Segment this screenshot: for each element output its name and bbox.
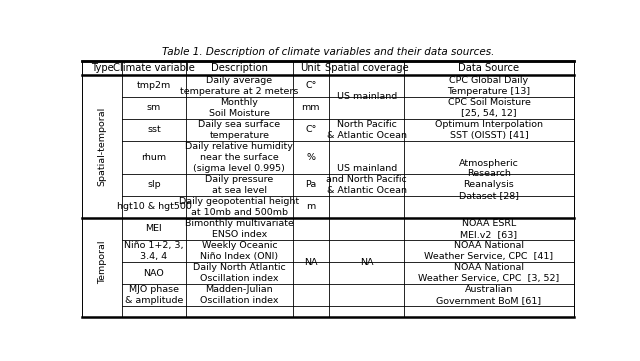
Text: MEI: MEI — [145, 225, 163, 234]
Text: Daily geopotential height
at 10mb and 500mb: Daily geopotential height at 10mb and 50… — [179, 197, 300, 217]
Text: Daily North Atlantic
Oscillation index: Daily North Atlantic Oscillation index — [193, 263, 285, 283]
Text: Daily pressure
at sea level: Daily pressure at sea level — [205, 175, 273, 195]
Text: Weekly Oceanic
Niño Index (ONI): Weekly Oceanic Niño Index (ONI) — [200, 241, 278, 261]
Text: Daily average
temperature at 2 meters: Daily average temperature at 2 meters — [180, 76, 298, 96]
Text: C°: C° — [305, 125, 317, 134]
Text: tmp2m: tmp2m — [137, 81, 171, 90]
Text: CPC Global Daily
Temperature [13]: CPC Global Daily Temperature [13] — [447, 76, 531, 96]
Text: m: m — [306, 203, 316, 212]
Text: Pa: Pa — [305, 180, 316, 190]
Text: Niño 1+2, 3,
3.4, 4: Niño 1+2, 3, 3.4, 4 — [124, 241, 184, 261]
Text: CPC Soil Moisture
[25, 54, 12]: CPC Soil Moisture [25, 54, 12] — [447, 98, 531, 118]
Text: sm: sm — [147, 103, 161, 112]
Text: NAO: NAO — [143, 269, 164, 278]
Text: Atmospheric
Research
Reanalysis
Dataset [28]: Atmospheric Research Reanalysis Dataset … — [459, 159, 519, 200]
Text: Description: Description — [211, 63, 268, 73]
Text: hgt10 & hgt500: hgt10 & hgt500 — [116, 203, 191, 212]
Text: mm: mm — [301, 103, 320, 112]
Text: Bimonthly multivariate
ENSO index: Bimonthly multivariate ENSO index — [185, 219, 294, 239]
Text: Unit: Unit — [301, 63, 321, 73]
Text: sst: sst — [147, 125, 161, 134]
Text: Type: Type — [91, 63, 113, 73]
Text: Daily relative humidity
near the surface
(sigma level 0.995): Daily relative humidity near the surface… — [186, 142, 293, 173]
Text: %: % — [307, 153, 316, 162]
Text: rhum: rhum — [141, 153, 166, 162]
Text: Climate variable: Climate variable — [113, 63, 195, 73]
Text: Data Source: Data Source — [458, 63, 520, 73]
Text: Table 1. Description of climate variables and their data sources.: Table 1. Description of climate variable… — [162, 48, 494, 57]
Text: Spatial-temporal: Spatial-temporal — [98, 106, 107, 186]
Text: Spatial coverage: Spatial coverage — [325, 63, 408, 73]
Text: NA: NA — [304, 257, 317, 266]
Text: Australian
Government BoM [61]: Australian Government BoM [61] — [436, 285, 541, 305]
Text: Madden-Julian
Oscillation index: Madden-Julian Oscillation index — [200, 285, 278, 305]
Text: NOAA National
Weather Service, CPC  [3, 52]: NOAA National Weather Service, CPC [3, 5… — [419, 263, 559, 283]
Text: Temporal: Temporal — [98, 240, 107, 284]
Text: US mainland
and North Pacific
& Atlantic Ocean: US mainland and North Pacific & Atlantic… — [326, 164, 407, 195]
Text: slp: slp — [147, 180, 161, 190]
Text: US mainland: US mainland — [337, 92, 397, 101]
Text: Monthly
Soil Moisture: Monthly Soil Moisture — [209, 98, 270, 118]
Text: Daily sea surface
temperature: Daily sea surface temperature — [198, 120, 280, 140]
Text: NOAA National
Weather Service, CPC  [41]: NOAA National Weather Service, CPC [41] — [424, 241, 554, 261]
Text: Optimum Interpolation
SST (OISST) [41]: Optimum Interpolation SST (OISST) [41] — [435, 120, 543, 140]
Text: MJO phase
& amplitude: MJO phase & amplitude — [125, 285, 183, 305]
Text: North Pacific
& Atlantic Ocean: North Pacific & Atlantic Ocean — [327, 120, 407, 140]
Text: NA: NA — [360, 257, 374, 266]
Text: C°: C° — [305, 81, 317, 90]
Text: NOAA ESRL
MEI.v2  [63]: NOAA ESRL MEI.v2 [63] — [460, 219, 518, 239]
